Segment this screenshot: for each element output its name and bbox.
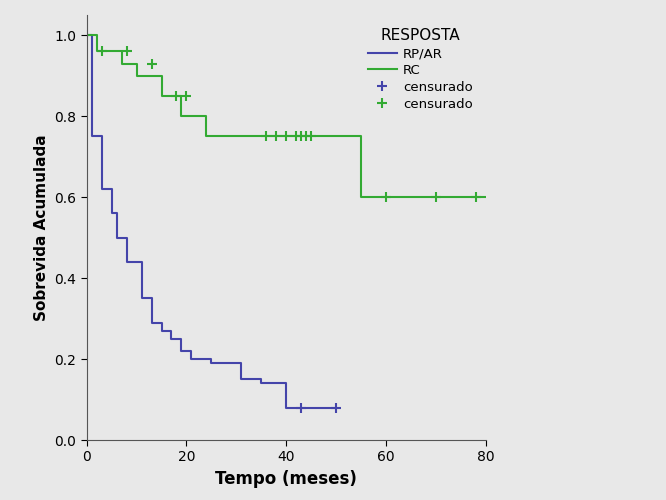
X-axis label: Tempo (meses): Tempo (meses) [215,470,358,488]
Legend: RP/AR, RC, censurado, censurado: RP/AR, RC, censurado, censurado [361,22,480,118]
Y-axis label: Sobrevida Acumulada: Sobrevida Acumulada [33,134,49,321]
